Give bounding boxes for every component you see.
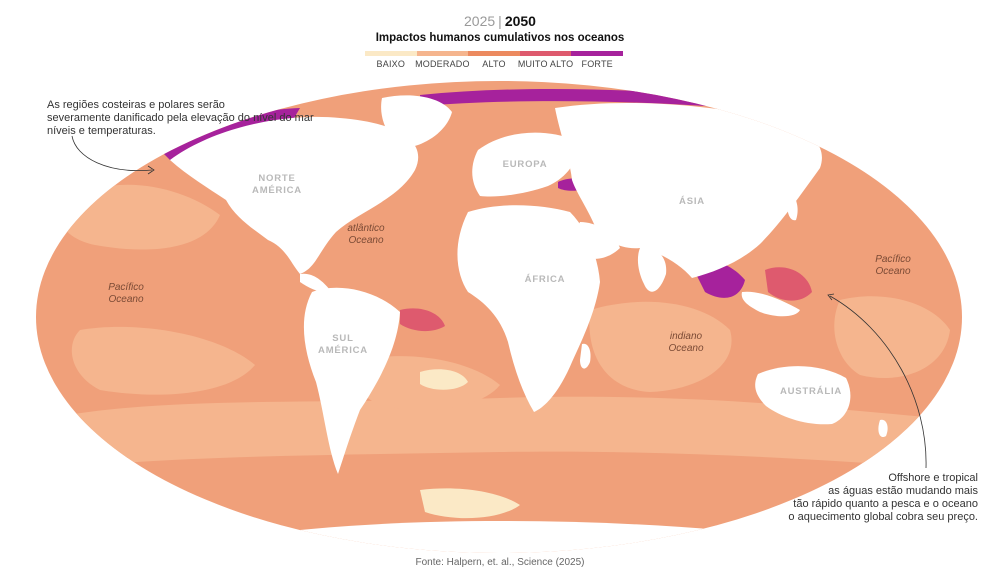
label-africa: ÁFRICA	[525, 274, 566, 285]
land-central-america	[300, 273, 330, 292]
source-credit: Fonte: Halpern, et. al., Science (2025)	[415, 557, 585, 568]
very-high-gulf-guinea	[400, 308, 445, 332]
legend-swatch-moderado	[416, 51, 469, 56]
legend-swatch-alto	[468, 51, 520, 56]
low-impact-antarctic-patch	[420, 488, 520, 519]
land-asia	[555, 102, 822, 279]
ocean-labels: atlântico Oceano Pacífico Oceano Pacífic…	[108, 223, 911, 354]
land-africa	[457, 205, 600, 412]
year-2025-option[interactable]: 2025	[464, 13, 496, 29]
legend-label-moderado: MODERADO	[415, 59, 470, 69]
label-australia: AUSTRÁLIA	[780, 386, 842, 397]
annotation-leader-right-arrow	[827, 293, 835, 301]
label-pacific-west-1: Pacífico	[108, 282, 144, 293]
legend: BAIXO MODERADO ALTO MUITO ALTO FORTE	[365, 51, 623, 73]
land-australia	[755, 366, 851, 425]
low-impact-south-atlantic-patch	[420, 369, 468, 390]
label-north-america-1: NORTE	[258, 173, 295, 184]
label-indian-2: Oceano	[668, 343, 703, 354]
land-india	[637, 247, 667, 292]
land-europe	[472, 132, 577, 197]
land-north-america	[170, 116, 419, 274]
annotation-leader-left	[71, 135, 153, 172]
label-atlantic-1: atlântico	[347, 223, 385, 234]
label-pacific-east-1: Pacífico	[875, 254, 911, 265]
land-japan	[787, 192, 798, 221]
legend-label-alto: ALTO	[482, 59, 506, 69]
very-high-south-china-sea	[765, 267, 812, 301]
annotation-right-line-2: as águas estão mudando mais	[828, 485, 978, 497]
legend-swatch-muito-alto	[519, 51, 572, 56]
annotation-leader-left-arrow	[147, 165, 155, 175]
year-separator: |	[498, 13, 502, 29]
annotation-right-line-1: Offshore e tropical	[888, 472, 978, 484]
legend-color-bar	[365, 51, 623, 56]
land-indonesia	[741, 291, 800, 317]
year-2050-option[interactable]: 2050	[504, 13, 536, 29]
label-south-america-2: AMÉRICA	[318, 345, 368, 356]
moderate-indian-ocean	[589, 301, 732, 392]
annotation-left-line-3: níveis e temperaturas.	[47, 125, 156, 137]
label-north-america-2: AMÉRICA	[252, 185, 302, 196]
label-indian-1: indiano	[670, 331, 703, 342]
moderate-south-pacific	[71, 326, 255, 395]
label-south-america-1: SUL	[332, 333, 353, 344]
label-atlantic-2: Oceano	[348, 235, 383, 246]
land-south-america	[303, 287, 400, 474]
low-impact-areas	[40, 184, 960, 519]
map-title: Impactos humanos cumulativos nos oceanos	[375, 32, 625, 44]
annotation-left-line-2: severamente danificado pela elevação do …	[47, 112, 314, 124]
land-greenland	[381, 95, 452, 148]
annotation-left-line-1: As regiões costeiras e polares serão	[47, 99, 225, 111]
moderate-southern-band	[40, 396, 960, 470]
label-pacific-west-2: Oceano	[108, 294, 143, 305]
moderate-east-pacific	[834, 296, 950, 378]
legend-label-baixo: BAIXO	[376, 59, 406, 69]
legend-swatch-baixo	[365, 51, 417, 56]
land-madagascar	[580, 343, 591, 369]
annotation-leader-right	[829, 295, 927, 469]
label-asia: ÁSIA	[679, 196, 705, 207]
label-pacific-east-2: Oceano	[875, 266, 910, 277]
land-new-zealand	[878, 419, 888, 438]
annotation-right-line-3: tão rápido quanto a pesca e o oceano	[793, 498, 978, 510]
year-toggle: 2025 | 2050	[0, 13, 1000, 29]
annotation-right-line-4: o aquecimento global cobra seu preço.	[788, 511, 978, 523]
legend-label-forte: FORTE	[581, 59, 613, 69]
annotation-coastal-polar: As regiões costeiras e polares serão sev…	[47, 99, 314, 138]
moderate-north-pacific	[59, 184, 220, 250]
legend-label-muito-alto: MUITO ALTO	[517, 59, 574, 69]
label-europe: EUROPA	[503, 159, 548, 170]
legend-swatch-forte	[571, 51, 623, 56]
continent-labels: NORTE AMÉRICA SUL AMÉRICA EUROPA ÁFRICA …	[252, 159, 842, 397]
land-antarctica	[300, 521, 720, 553]
annotation-offshore-tropical: Offshore e tropical as águas estão mudan…	[788, 472, 978, 524]
